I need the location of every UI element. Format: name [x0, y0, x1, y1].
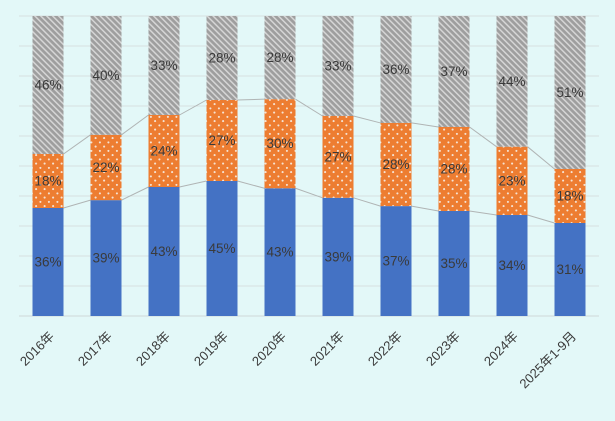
bar-segment-gray-hatched-top[interactable] [32, 16, 64, 154]
bar-segment-orange-white-dots-middle[interactable] [380, 122, 412, 207]
bar-segment-orange-white-dots-middle[interactable] [438, 127, 470, 211]
data-label: 18% [34, 174, 61, 189]
data-label: 51% [556, 85, 583, 100]
data-label: 35% [440, 256, 467, 271]
series-connector-line [353, 115, 381, 124]
series-connector-line [179, 180, 207, 188]
bar-segment-orange-white-dots-middle[interactable] [90, 134, 122, 201]
bar-segment-orange-white-dots-middle[interactable] [496, 146, 528, 216]
bar-segment-gray-hatched-top[interactable] [322, 16, 354, 116]
data-label: 28% [382, 157, 409, 172]
series-connector-line [411, 122, 439, 128]
bar-segment-gray-hatched-top[interactable] [206, 16, 238, 100]
data-label: 23% [498, 173, 525, 188]
bar-segment-orange-white-dots-middle[interactable] [322, 116, 354, 198]
data-label: 44% [498, 74, 525, 89]
data-label: 31% [556, 262, 583, 277]
bar-segment-gray-hatched-top[interactable] [264, 16, 296, 100]
data-label: 30% [266, 136, 293, 151]
series-connector-line [237, 98, 265, 101]
series-connector-line [63, 134, 91, 155]
data-label: 28% [266, 50, 293, 65]
data-label: 27% [208, 133, 235, 148]
bar-segment-blue-solid-bottom[interactable] [438, 211, 470, 316]
bar-segment-orange-white-dots-middle[interactable] [148, 115, 180, 187]
series-connector-line [469, 126, 497, 148]
bar-segment-gray-hatched-top[interactable] [90, 16, 122, 135]
series-connector-line [121, 186, 149, 201]
series-connector-line [295, 187, 323, 199]
data-label: 37% [382, 254, 409, 269]
bar-segment-gray-hatched-top[interactable] [438, 16, 470, 127]
data-label: 43% [150, 244, 177, 259]
data-label: 46% [34, 78, 61, 93]
data-label: 45% [208, 241, 235, 256]
series-connector-line [179, 99, 207, 116]
data-label: 33% [324, 59, 351, 74]
bar-segment-blue-solid-bottom[interactable] [148, 187, 180, 316]
data-label: 18% [556, 189, 583, 204]
series-connector-line [237, 180, 265, 189]
bar-segment-gray-hatched-top[interactable] [554, 16, 586, 169]
series-connector-line [353, 197, 381, 207]
bar-segment-blue-solid-bottom[interactable] [264, 188, 296, 316]
data-label: 39% [324, 249, 351, 264]
data-label: 39% [92, 251, 119, 266]
data-label: 28% [208, 51, 235, 66]
series-connector-line [63, 199, 91, 209]
bar-segment-blue-solid-bottom[interactable] [90, 200, 122, 316]
bar-segment-gray-hatched-top[interactable] [380, 16, 412, 123]
series-connector-line [295, 98, 323, 117]
data-label: 28% [440, 162, 467, 177]
bar-segment-orange-white-dots-middle[interactable] [206, 100, 238, 181]
bar-segment-blue-solid-bottom[interactable] [322, 197, 354, 316]
series-connector-line [527, 146, 555, 170]
data-label: 34% [498, 258, 525, 273]
bar-segment-blue-solid-bottom[interactable] [496, 215, 528, 316]
bar-segment-gray-hatched-top[interactable] [496, 16, 528, 147]
series-connector-line [527, 214, 555, 224]
data-label: 37% [440, 64, 467, 79]
bar-segment-blue-solid-bottom[interactable] [380, 206, 412, 316]
bar-segment-orange-white-dots-middle[interactable] [32, 154, 64, 208]
data-label: 36% [34, 255, 61, 270]
data-label: 33% [150, 58, 177, 73]
bar-segment-gray-hatched-top[interactable] [148, 16, 180, 115]
bars [32, 16, 586, 316]
data-label: 40% [92, 68, 119, 83]
data-label: 36% [382, 62, 409, 77]
bar-segment-orange-white-dots-middle[interactable] [264, 99, 296, 189]
series-connector-line [469, 210, 497, 216]
series-connector-line [121, 114, 149, 136]
series-connector-line [411, 205, 439, 212]
data-label: 43% [266, 245, 293, 260]
data-label: 27% [324, 149, 351, 164]
series-connector-lines [63, 98, 555, 224]
data-label: 22% [92, 160, 119, 175]
bar-segment-blue-solid-bottom[interactable] [554, 223, 586, 316]
data-label: 24% [150, 144, 177, 159]
bar-segment-blue-solid-bottom[interactable] [206, 181, 238, 316]
data-labels: 36% 18% 46% 39% 22% 40% 43% 24% 33% 45% 27% 28% 43% 3… [34, 50, 583, 277]
bar-segment-blue-solid-bottom[interactable] [32, 208, 64, 316]
bar-segment-orange-white-dots-middle[interactable] [554, 169, 586, 223]
